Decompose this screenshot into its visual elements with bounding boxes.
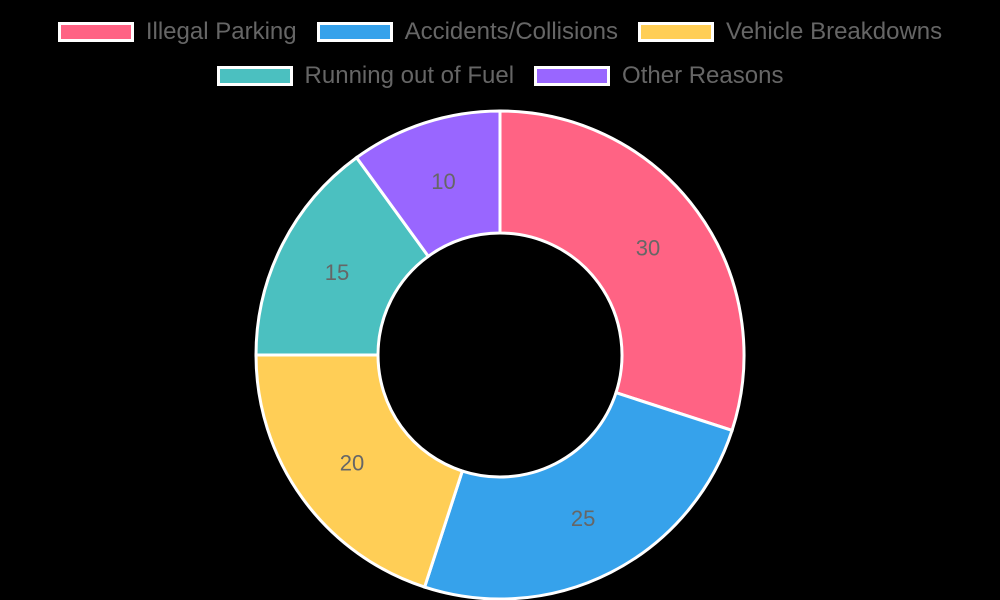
legend-label: Illegal Parking bbox=[145, 18, 297, 45]
legend-label: Accidents/Collisions bbox=[404, 18, 619, 45]
doughnut-slices bbox=[254, 109, 746, 600]
slice-running-out-of-fuel[interactable] bbox=[254, 155, 431, 357]
slice-accidents-collisions[interactable] bbox=[422, 390, 734, 600]
legend-item-accidents-collisions[interactable]: Accidents/Collisions bbox=[316, 18, 619, 45]
slice-vehicle-breakdowns[interactable] bbox=[254, 353, 465, 589]
legend-swatch-running-out-of-fuel bbox=[216, 66, 293, 86]
slice-value-label: 20 bbox=[340, 451, 364, 476]
chart-legend: Illegal Parking Accidents/Collisions Veh… bbox=[0, 0, 1000, 98]
slice-other-reasons[interactable] bbox=[354, 109, 502, 259]
slice-labels: 30 25 20 15 10 bbox=[325, 169, 661, 531]
legend-item-illegal-parking[interactable]: Illegal Parking bbox=[57, 18, 297, 45]
slice-value-label: 15 bbox=[325, 260, 349, 285]
legend-swatch-illegal-parking bbox=[57, 22, 134, 42]
legend-item-vehicle-breakdowns[interactable]: Vehicle Breakdowns bbox=[638, 20, 942, 44]
legend-label: Running out of Fuel bbox=[304, 62, 515, 89]
legend-swatch-vehicle-breakdowns bbox=[638, 22, 715, 42]
slice-value-label: 10 bbox=[431, 169, 455, 194]
slice-illegal-parking[interactable] bbox=[498, 109, 746, 433]
legend-label: Vehicle Breakdowns bbox=[726, 18, 943, 45]
legend-item-running-out-of-fuel[interactable]: Running out of Fuel bbox=[216, 62, 515, 89]
slice-value-label: 30 bbox=[636, 235, 660, 260]
legend-item-other-reasons[interactable]: Other Reasons bbox=[534, 64, 783, 88]
slice-value-label: 25 bbox=[571, 506, 595, 531]
legend-row-1: Illegal Parking Accidents/Collisions Veh… bbox=[0, 10, 1000, 54]
legend-label: Other Reasons bbox=[622, 62, 784, 89]
legend-swatch-accidents-collisions bbox=[316, 22, 393, 42]
legend-row-2: Running out of Fuel Other Reasons bbox=[0, 54, 1000, 98]
legend-swatch-other-reasons bbox=[534, 66, 611, 86]
